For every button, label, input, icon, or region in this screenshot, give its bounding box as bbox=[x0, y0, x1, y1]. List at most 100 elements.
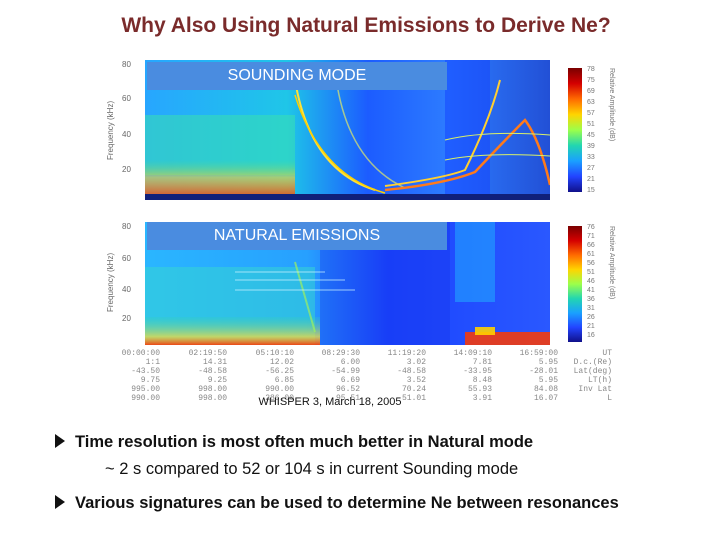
time-column: 05:10:10 12.02 -56.25 6.85 990.00 286.00 bbox=[252, 349, 294, 403]
bottom-y-tick: 80 bbox=[122, 222, 131, 231]
time-cell: 995.00 bbox=[131, 385, 160, 394]
top-y-axis-label: Frequency (kHz) bbox=[106, 100, 115, 160]
time-cell: 14:09:10 bbox=[453, 349, 492, 358]
time-cell: 14.31 bbox=[202, 358, 227, 367]
time-column: 16:59:00 5.95 -28.01 5.95 84.08 16.07 bbox=[514, 349, 558, 403]
top-colorbar-tick: 15 bbox=[587, 187, 595, 194]
natural-emissions-label: NATURAL EMISSIONS bbox=[147, 222, 447, 250]
bottom-colorbar-tick: 61 bbox=[587, 251, 595, 258]
bottom-colorbar-label: Relative Amplitude (dB) bbox=[608, 226, 615, 300]
time-column: 08:29:30 6.00 -54.99 6.69 96.52 95.51 bbox=[318, 349, 360, 403]
bottom-y-tick: 20 bbox=[122, 314, 131, 323]
top-colorbar-tick: 51 bbox=[587, 121, 595, 128]
top-y-tick: 20 bbox=[122, 165, 131, 174]
time-cell: 05:10:10 bbox=[255, 349, 294, 358]
row-label: LT(h) bbox=[587, 376, 612, 385]
bottom-colorbar-tick: 76 bbox=[587, 224, 595, 231]
time-cell: 990.00 bbox=[131, 394, 160, 403]
bottom-colorbar-tick: 36 bbox=[587, 296, 595, 303]
time-cell: 6.69 bbox=[340, 376, 360, 385]
time-cell: -48.58 bbox=[198, 367, 227, 376]
bottom-colorbar-tick: 16 bbox=[587, 332, 595, 339]
time-cell: 5.95 bbox=[538, 376, 558, 385]
top-colorbar-tick: 27 bbox=[587, 165, 595, 172]
bullet-item: Various signatures can be used to determ… bbox=[55, 494, 619, 513]
arrow-bullet-icon bbox=[55, 495, 65, 509]
bottom-y-tick: 40 bbox=[122, 285, 131, 294]
top-colorbar-tick: 39 bbox=[587, 143, 595, 150]
time-cell: 95.51 bbox=[335, 394, 360, 403]
top-colorbar-tick: 45 bbox=[587, 132, 595, 139]
top-colorbar-tick: 69 bbox=[587, 88, 595, 95]
time-cell: 00:00:00 bbox=[121, 349, 160, 358]
bullet-item: Time resolution is most often much bette… bbox=[55, 433, 533, 452]
top-colorbar bbox=[568, 68, 582, 192]
time-cell: 55.93 bbox=[467, 385, 492, 394]
time-cell: 1:1 bbox=[145, 358, 160, 367]
time-column: 02:19:50 14.31 -48.58 9.25 998.00 998.00 bbox=[185, 349, 227, 403]
figure-caption: WHISPER 3, March 18, 2005 bbox=[258, 396, 402, 408]
bottom-colorbar-tick: 21 bbox=[587, 323, 595, 330]
time-cell: 16:59:00 bbox=[519, 349, 558, 358]
time-cell: 3.52 bbox=[406, 376, 426, 385]
row-label: Inv Lat bbox=[578, 385, 612, 394]
bottom-colorbar-tick: 41 bbox=[587, 287, 595, 294]
row-label: UT bbox=[602, 349, 612, 358]
bullet-text: Various signatures can be used to determ… bbox=[75, 494, 619, 512]
time-cell: 84.08 bbox=[533, 385, 558, 394]
row-label-column: UT D.c.(Re) Lat(deg) LT(h) Inv Lat L bbox=[564, 349, 612, 403]
time-cell: 08:29:30 bbox=[321, 349, 360, 358]
row-label: Lat(deg) bbox=[573, 367, 612, 376]
bottom-colorbar-tick: 31 bbox=[587, 305, 595, 312]
time-cell: -28.01 bbox=[529, 367, 558, 376]
time-cell: -54.99 bbox=[331, 367, 360, 376]
time-cell: 3.02 bbox=[406, 358, 426, 367]
time-cell: 9.25 bbox=[207, 376, 227, 385]
time-cell: -43.50 bbox=[131, 367, 160, 376]
time-cell: 70.24 bbox=[401, 385, 426, 394]
top-y-tick: 80 bbox=[122, 60, 131, 69]
top-colorbar-tick: 57 bbox=[587, 110, 595, 117]
time-cell: 02:19:50 bbox=[188, 349, 227, 358]
arrow-bullet-icon bbox=[55, 434, 65, 448]
time-cell: 286.00 bbox=[265, 394, 294, 403]
time-cell: 6.00 bbox=[340, 358, 360, 367]
time-cell: 12.02 bbox=[269, 358, 294, 367]
bottom-colorbar-tick: 46 bbox=[587, 278, 595, 285]
bottom-y-axis-label: Frequency (kHz) bbox=[106, 252, 115, 312]
row-label: D.c.(Re) bbox=[573, 358, 612, 367]
time-cell: 9.75 bbox=[140, 376, 160, 385]
time-cell: 3.91 bbox=[472, 394, 492, 403]
top-colorbar-tick: 78 bbox=[587, 66, 595, 73]
time-cell: 8.48 bbox=[472, 376, 492, 385]
top-colorbar-label: Relative Amplitude (dB) bbox=[608, 68, 615, 142]
slide-title: Why Also Using Natural Emissions to Deri… bbox=[121, 14, 611, 37]
top-colorbar-tick: 75 bbox=[587, 77, 595, 84]
bottom-colorbar-tick: 71 bbox=[587, 233, 595, 240]
top-colorbar-tick: 33 bbox=[587, 154, 595, 161]
time-cell: 11:19:20 bbox=[387, 349, 426, 358]
bottom-colorbar-tick: 26 bbox=[587, 314, 595, 321]
bottom-colorbar bbox=[568, 226, 582, 342]
bullet-subtext: ~ 2 s compared to 52 or 104 s in current… bbox=[105, 460, 519, 478]
time-cell: 998.00 bbox=[198, 385, 227, 394]
time-cell: 51.01 bbox=[401, 394, 426, 403]
time-cell: 6.85 bbox=[274, 376, 294, 385]
time-column: 00:00:00 1:1 -43.50 9.75 995.00 990.00 bbox=[118, 349, 160, 403]
top-y-tick: 60 bbox=[122, 94, 131, 103]
time-cell: 5.95 bbox=[538, 358, 558, 367]
time-column: 14:09:10 7.81 -33.95 8.48 55.93 3.91 bbox=[450, 349, 492, 403]
time-cell: 7.81 bbox=[472, 358, 492, 367]
top-colorbar-tick: 21 bbox=[587, 176, 595, 183]
time-cell: 990.00 bbox=[265, 385, 294, 394]
time-column: 11:19:20 3.02 -48.58 3.52 70.24 51.01 bbox=[384, 349, 426, 403]
top-y-tick: 40 bbox=[122, 130, 131, 139]
bottom-colorbar-tick: 66 bbox=[587, 242, 595, 249]
top-colorbar-tick: 63 bbox=[587, 99, 595, 106]
row-label: L bbox=[607, 394, 612, 403]
sounding-mode-label: SOUNDING MODE bbox=[147, 62, 447, 90]
time-cell: -48.58 bbox=[397, 367, 426, 376]
bottom-y-tick: 60 bbox=[122, 254, 131, 263]
time-cell: -56.25 bbox=[265, 367, 294, 376]
time-cell: 16.07 bbox=[533, 394, 558, 403]
